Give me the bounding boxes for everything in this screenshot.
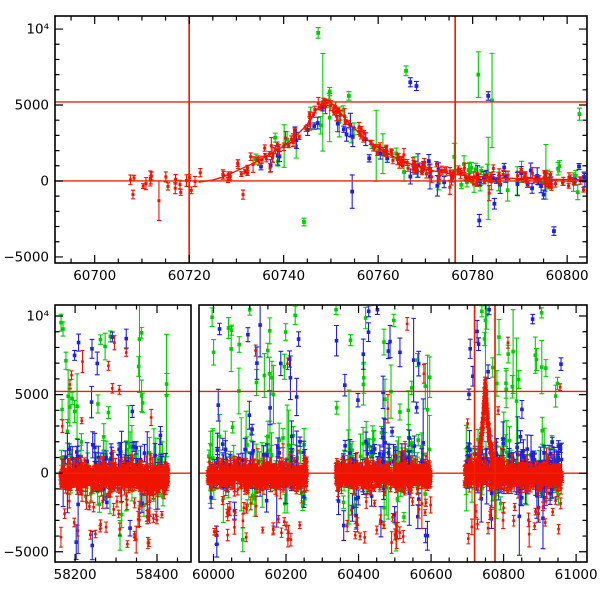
light-curve-figure [0,0,600,600]
light-curve-chart-canvas [0,0,600,600]
